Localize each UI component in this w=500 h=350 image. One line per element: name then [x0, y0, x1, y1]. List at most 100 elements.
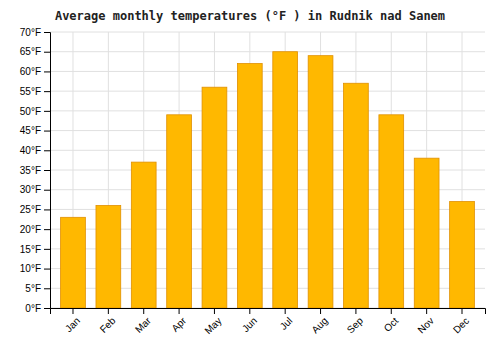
tick: 60°F: [20, 66, 50, 77]
tick-label: 15°F: [20, 244, 41, 255]
tick-mark: [44, 190, 50, 191]
tick-label: Aug: [309, 315, 329, 335]
tick-mark: [108, 308, 109, 314]
tick-mark: [72, 308, 73, 314]
tick-mark: [391, 308, 392, 314]
bar: [167, 115, 192, 308]
tick-label: Sep: [345, 315, 366, 336]
tick-label: 20°F: [20, 224, 41, 235]
tick: Mar: [133, 308, 153, 335]
tick-label: Jan: [63, 315, 82, 334]
tick-label: Dec: [451, 315, 471, 335]
tick-label: Jul: [278, 315, 295, 332]
tick-label: Jun: [240, 315, 259, 334]
tick: Dec: [451, 308, 471, 335]
tick: 55°F: [20, 86, 50, 97]
tick-mark: [285, 308, 286, 314]
tick: Feb: [98, 308, 118, 335]
bar: [273, 52, 298, 308]
tick-label: Nov: [415, 315, 435, 335]
tick: Nov: [415, 308, 435, 335]
tick-mark: [179, 308, 180, 314]
tick: 0°F: [25, 303, 50, 314]
tick: Apr: [169, 308, 188, 334]
tick-label: 0°F: [25, 303, 41, 314]
tick-mark: [44, 308, 50, 309]
tick-mark: [44, 209, 50, 210]
tick-label: 10°F: [20, 263, 41, 274]
x-axis: Jan Feb Mar Apr May Jun Jul Aug Sep Oct Nov Dec: [51, 308, 486, 336]
tick-label: Apr: [169, 315, 188, 334]
bar: [344, 83, 369, 308]
tick-mark: [320, 308, 321, 314]
tick: Sep: [345, 308, 366, 335]
tick-label: 25°F: [20, 204, 41, 215]
tick-label: Feb: [98, 315, 118, 335]
bars: [61, 52, 475, 308]
tick: 10°F: [20, 263, 50, 274]
bar: [237, 64, 262, 308]
tick-label: 65°F: [20, 46, 41, 57]
tick-mark: [44, 111, 50, 112]
tick-mark: [462, 308, 463, 314]
tick: 25°F: [20, 204, 50, 215]
tick-mark: [214, 308, 215, 314]
tick: Jun: [240, 308, 259, 334]
grid-line: [50, 150, 485, 151]
tick: 30°F: [20, 184, 50, 195]
tick-mark: [426, 308, 427, 314]
tick-mark: [44, 269, 50, 270]
tick-mark: [44, 170, 50, 171]
tick-label: Mar: [133, 315, 153, 335]
tick: Aug: [309, 308, 329, 335]
y-axis: 0°F 5°F 10°F 15°F 20°F 25°F 30°F 35°F 40°F 45°F 50…: [20, 27, 51, 314]
bar: [450, 202, 475, 308]
grid: [50, 32, 485, 308]
tick: 40°F: [20, 145, 50, 156]
tick-label: 5°F: [25, 283, 41, 294]
plot: 0°F 5°F 10°F 15°F 20°F 25°F 30°F 35°F 40°F 45°F 50…: [20, 27, 486, 337]
tick-mark: [44, 150, 50, 151]
tick-label: 70°F: [20, 27, 41, 38]
tick-mark: [44, 71, 50, 72]
tick: 15°F: [20, 244, 50, 255]
tick: 35°F: [20, 165, 50, 176]
tick-mark: [44, 249, 50, 250]
axis-line: [51, 309, 486, 315]
tick-mark: [44, 229, 50, 230]
tick-mark: [44, 32, 50, 33]
tick-label: 35°F: [20, 165, 41, 176]
tick: Oct: [382, 308, 401, 334]
bar: [131, 162, 156, 308]
grid-line: [50, 51, 485, 52]
bar: [202, 87, 227, 308]
tick-mark: [44, 288, 50, 289]
bar: [379, 115, 404, 308]
bar: [308, 56, 333, 308]
tick-label: May: [202, 315, 223, 336]
grid-line: [50, 71, 485, 72]
bar: [61, 217, 86, 308]
tick: 65°F: [20, 46, 50, 57]
grid-line: [50, 91, 485, 92]
tick: 70°F: [20, 27, 50, 38]
title: Average monthly temperatures (°F ) in Ru…: [55, 9, 445, 23]
tick-mark: [355, 308, 356, 314]
tick-label: 45°F: [20, 125, 41, 136]
bar: [414, 158, 439, 308]
bar: [96, 205, 121, 308]
tick-mark: [44, 91, 50, 92]
tick: 5°F: [25, 283, 50, 294]
tick: Jul: [278, 308, 295, 332]
tick-mark: [44, 52, 50, 53]
tick-mark: [44, 131, 50, 132]
tick-label: 30°F: [20, 184, 41, 195]
tick-label: 40°F: [20, 145, 41, 156]
grid-line: [50, 130, 485, 131]
axis-line: [44, 33, 51, 309]
tick: 50°F: [20, 106, 50, 117]
tick-mark: [249, 308, 250, 314]
tick-label: 60°F: [20, 66, 41, 77]
tick-label: Oct: [382, 315, 401, 334]
tick-label: 55°F: [20, 86, 41, 97]
